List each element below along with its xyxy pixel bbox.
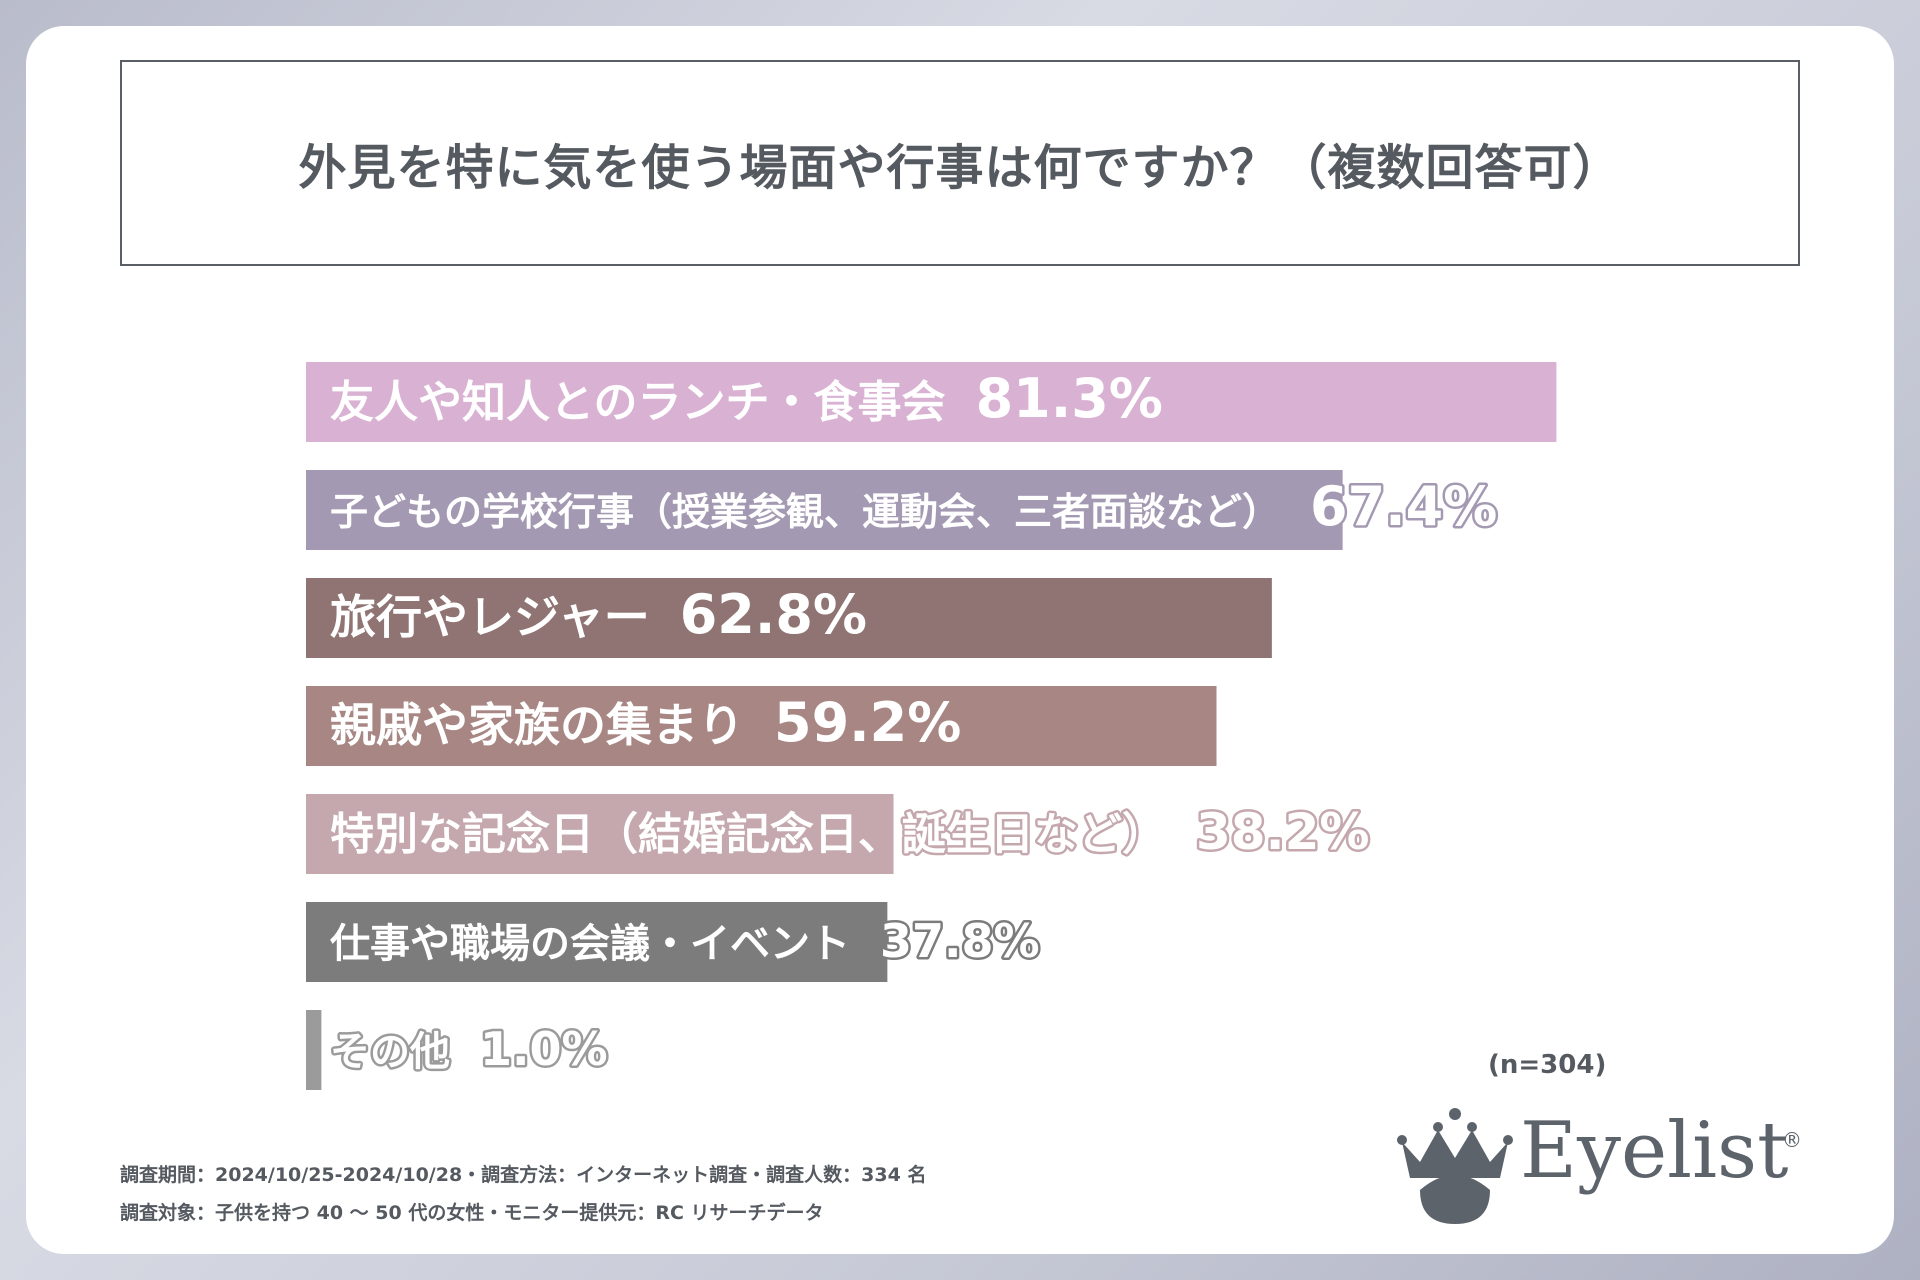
footer-survey-info: 調査期間：2024/10/25-2024/10/28・調査方法：インターネット調… bbox=[120, 1164, 927, 1186]
bar-label-6: その他 1.0% bbox=[330, 1022, 608, 1076]
chart-title: 外見を特に気を使う場面や行事は何ですか？（複数回答可） bbox=[298, 140, 1622, 196]
brand-name: Eyelist bbox=[1520, 1106, 1789, 1196]
value-label-2: 62.8% bbox=[680, 583, 867, 646]
bar-3 bbox=[306, 686, 1217, 766]
bar-label-1: 子どもの学校行事（授業参観、運動会、三者面談など） 67.4% bbox=[330, 475, 1497, 538]
bar-6 bbox=[306, 1010, 322, 1090]
bar-5 bbox=[306, 902, 888, 982]
bar-0 bbox=[306, 362, 1557, 442]
sample-size-label: (n=304) bbox=[1488, 1050, 1607, 1080]
bar-1 bbox=[306, 470, 1343, 550]
eyelist-logo: Eyelist ® bbox=[1390, 1100, 1810, 1230]
bar-label-5: 仕事や職場の会議・イベント 37.8% bbox=[330, 914, 1040, 968]
value-label-5: 37.8% bbox=[880, 914, 1040, 968]
category-label-4: 特別な記念日（結婚記念日、誕生日など） bbox=[330, 809, 1166, 860]
bar-label-0: 友人や知人とのランチ・食事会 81.3% bbox=[330, 367, 1163, 430]
value-label-3: 59.2% bbox=[774, 691, 961, 754]
value-label-0: 81.3% bbox=[976, 367, 1163, 430]
footer-survey-target: 調査対象：子供を持つ 40 ～ 50 代の女性・モニター提供元：RC リサーチデ… bbox=[120, 1202, 824, 1224]
crown-eye-icon bbox=[1397, 1108, 1513, 1224]
category-label-6: その他 bbox=[330, 1029, 450, 1075]
value-label-4: 38.2% bbox=[1196, 803, 1369, 861]
value-label-1: 67.4% bbox=[1310, 475, 1497, 538]
value-label-6: 1.0% bbox=[480, 1022, 608, 1076]
registered-mark: ® bbox=[1782, 1128, 1802, 1152]
category-label-0: 友人や知人とのランチ・食事会 bbox=[330, 377, 946, 428]
bar-4 bbox=[306, 794, 894, 874]
category-label-5: 仕事や職場の会議・イベント bbox=[330, 921, 850, 967]
category-label-2: 旅行やレジャー bbox=[330, 590, 650, 644]
bar-label-2: 旅行やレジャー 62.8% bbox=[330, 583, 867, 646]
bar-2 bbox=[306, 578, 1272, 658]
title-box: 外見を特に気を使う場面や行事は何ですか？（複数回答可） bbox=[120, 60, 1800, 266]
bar-label-4: 特別な記念日（結婚記念日、誕生日など） 38.2% bbox=[330, 803, 1369, 861]
bar-label-3: 親戚や家族の集まり 59.2% bbox=[330, 691, 961, 754]
category-label-3: 親戚や家族の集まり bbox=[330, 698, 744, 752]
category-label-1: 子どもの学校行事（授業参観、運動会、三者面談など） bbox=[330, 490, 1280, 534]
